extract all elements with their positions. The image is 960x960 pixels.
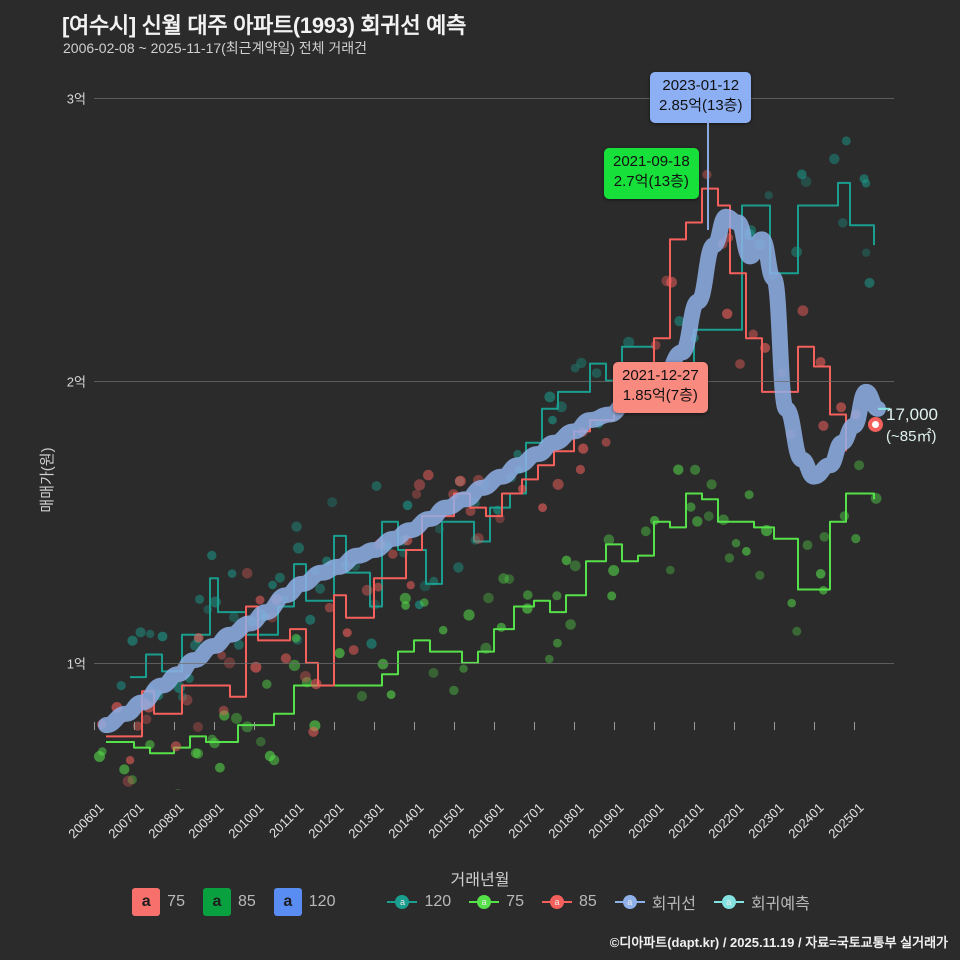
plot-svg bbox=[94, 136, 890, 798]
x-tick-mark bbox=[574, 722, 575, 730]
annotation-value: 2.85억(13층) bbox=[659, 97, 743, 115]
last-price-label: 17,000 (~85㎡) bbox=[886, 404, 938, 447]
x-tick-mark bbox=[814, 722, 815, 730]
ann-2021-09: 2021-09-18 2.7억(13층) bbox=[604, 148, 699, 199]
legend-marker-85[interactable]: a bbox=[541, 894, 572, 910]
legend-marker-dot: a bbox=[549, 895, 564, 909]
x-tick-mark bbox=[854, 722, 855, 730]
legend-marker-75[interactable]: a bbox=[469, 894, 500, 910]
gridline-2억 bbox=[94, 380, 894, 382]
x-tick-mark bbox=[534, 722, 535, 730]
legend-swatch-75[interactable]: a bbox=[132, 888, 161, 916]
page-title: [여수시] 신월 대주 아파트(1993) 회귀선 예측 bbox=[62, 13, 467, 38]
series-120 bbox=[116, 136, 875, 702]
legend-marker-dot: a bbox=[477, 895, 492, 909]
gridline-3억 bbox=[94, 98, 894, 100]
legend-swatch-120[interactable]: a bbox=[273, 888, 302, 916]
series-75 bbox=[94, 460, 882, 798]
annotation-leader-line bbox=[707, 120, 709, 230]
legend-marker-120[interactable]: a bbox=[387, 894, 418, 910]
legend-series-label: 회귀선 bbox=[651, 896, 696, 913]
x-tick-mark bbox=[174, 722, 175, 730]
footer-credit: ©디아파트(dapt.kr) / 2025.11.19 / 자료=국토교통부 실… bbox=[609, 935, 948, 950]
x-axis-title: 거래년월 bbox=[450, 872, 510, 889]
legend-marker-회귀선[interactable]: a bbox=[614, 894, 645, 910]
annotation-value: 2.7억(13층) bbox=[613, 173, 689, 191]
page-subtitle: 2006-02-08 ~ 2025-11-17(최근계약일) 전체 거래건 bbox=[63, 40, 368, 56]
legend-swatch-label: 120 bbox=[308, 893, 336, 910]
plot-area: 1억 2억 3억 bbox=[67, 70, 894, 798]
legend-marker-회귀예측[interactable]: a bbox=[713, 894, 744, 910]
last-price-dot bbox=[868, 417, 883, 432]
x-tick-mark bbox=[614, 722, 615, 730]
last-price-value: 17,000 bbox=[886, 405, 938, 424]
legend-swatch-label: 85 bbox=[237, 893, 256, 910]
x-tick-mark bbox=[454, 722, 455, 730]
x-tick-mark bbox=[94, 722, 95, 730]
legend: a 75 a 85 a 120 a 120 a 75 a 85 a 회귀선 a 회귀예측 bbox=[0, 888, 960, 916]
x-tick-mark bbox=[414, 722, 415, 730]
x-tick-mark bbox=[334, 722, 335, 730]
x-tick-mark bbox=[734, 722, 735, 730]
series-회귀선 bbox=[98, 208, 886, 734]
x-tick-mark bbox=[214, 722, 215, 730]
legend-series-label: 85 bbox=[578, 893, 597, 910]
legend-swatch-85[interactable]: a bbox=[202, 888, 231, 916]
gridline-1억 bbox=[94, 662, 894, 664]
legend-swatch-group: a 75 a 85 a 120 bbox=[132, 888, 353, 916]
x-tick-mark bbox=[294, 722, 295, 730]
x-tick-mark bbox=[694, 722, 695, 730]
legend-marker-dot: a bbox=[395, 895, 410, 909]
annotation-value: 1.85억(7층) bbox=[622, 387, 698, 405]
x-tick-mark bbox=[654, 722, 655, 730]
x-tick-mark bbox=[774, 722, 775, 730]
annotation-date: 2021-09-18 bbox=[613, 153, 690, 170]
legend-swatch-label: 75 bbox=[167, 893, 185, 910]
x-tick-mark bbox=[494, 722, 495, 730]
ann-2021-12: 2021-12-27 1.85억(7층) bbox=[613, 362, 708, 413]
last-price-area: (~85㎡) bbox=[886, 428, 937, 446]
legend-series-group: a 120 a 75 a 85 a 회귀선 a 회귀예측 bbox=[387, 890, 827, 914]
legend-marker-dot: a bbox=[721, 895, 736, 909]
ann-2023: 2023-01-12 2.85억(13층) bbox=[650, 72, 752, 123]
legend-marker-dot: a bbox=[622, 895, 637, 909]
x-tick-mark bbox=[374, 722, 375, 730]
x-tick-mark bbox=[254, 722, 255, 730]
legend-series-label: 120 bbox=[424, 893, 452, 910]
legend-series-label: 75 bbox=[506, 893, 524, 910]
y-tick-label: 1억 bbox=[66, 656, 86, 672]
legend-series-label: 회귀예측 bbox=[750, 896, 810, 913]
y-tick-label: 3억 bbox=[66, 91, 86, 107]
annotation-date: 2021-12-27 bbox=[622, 367, 699, 384]
x-tick-mark bbox=[134, 722, 135, 730]
y-tick-label: 2억 bbox=[66, 374, 86, 390]
annotation-date: 2023-01-12 bbox=[662, 77, 740, 94]
y-axis-title: 매매가(원) bbox=[39, 447, 57, 513]
